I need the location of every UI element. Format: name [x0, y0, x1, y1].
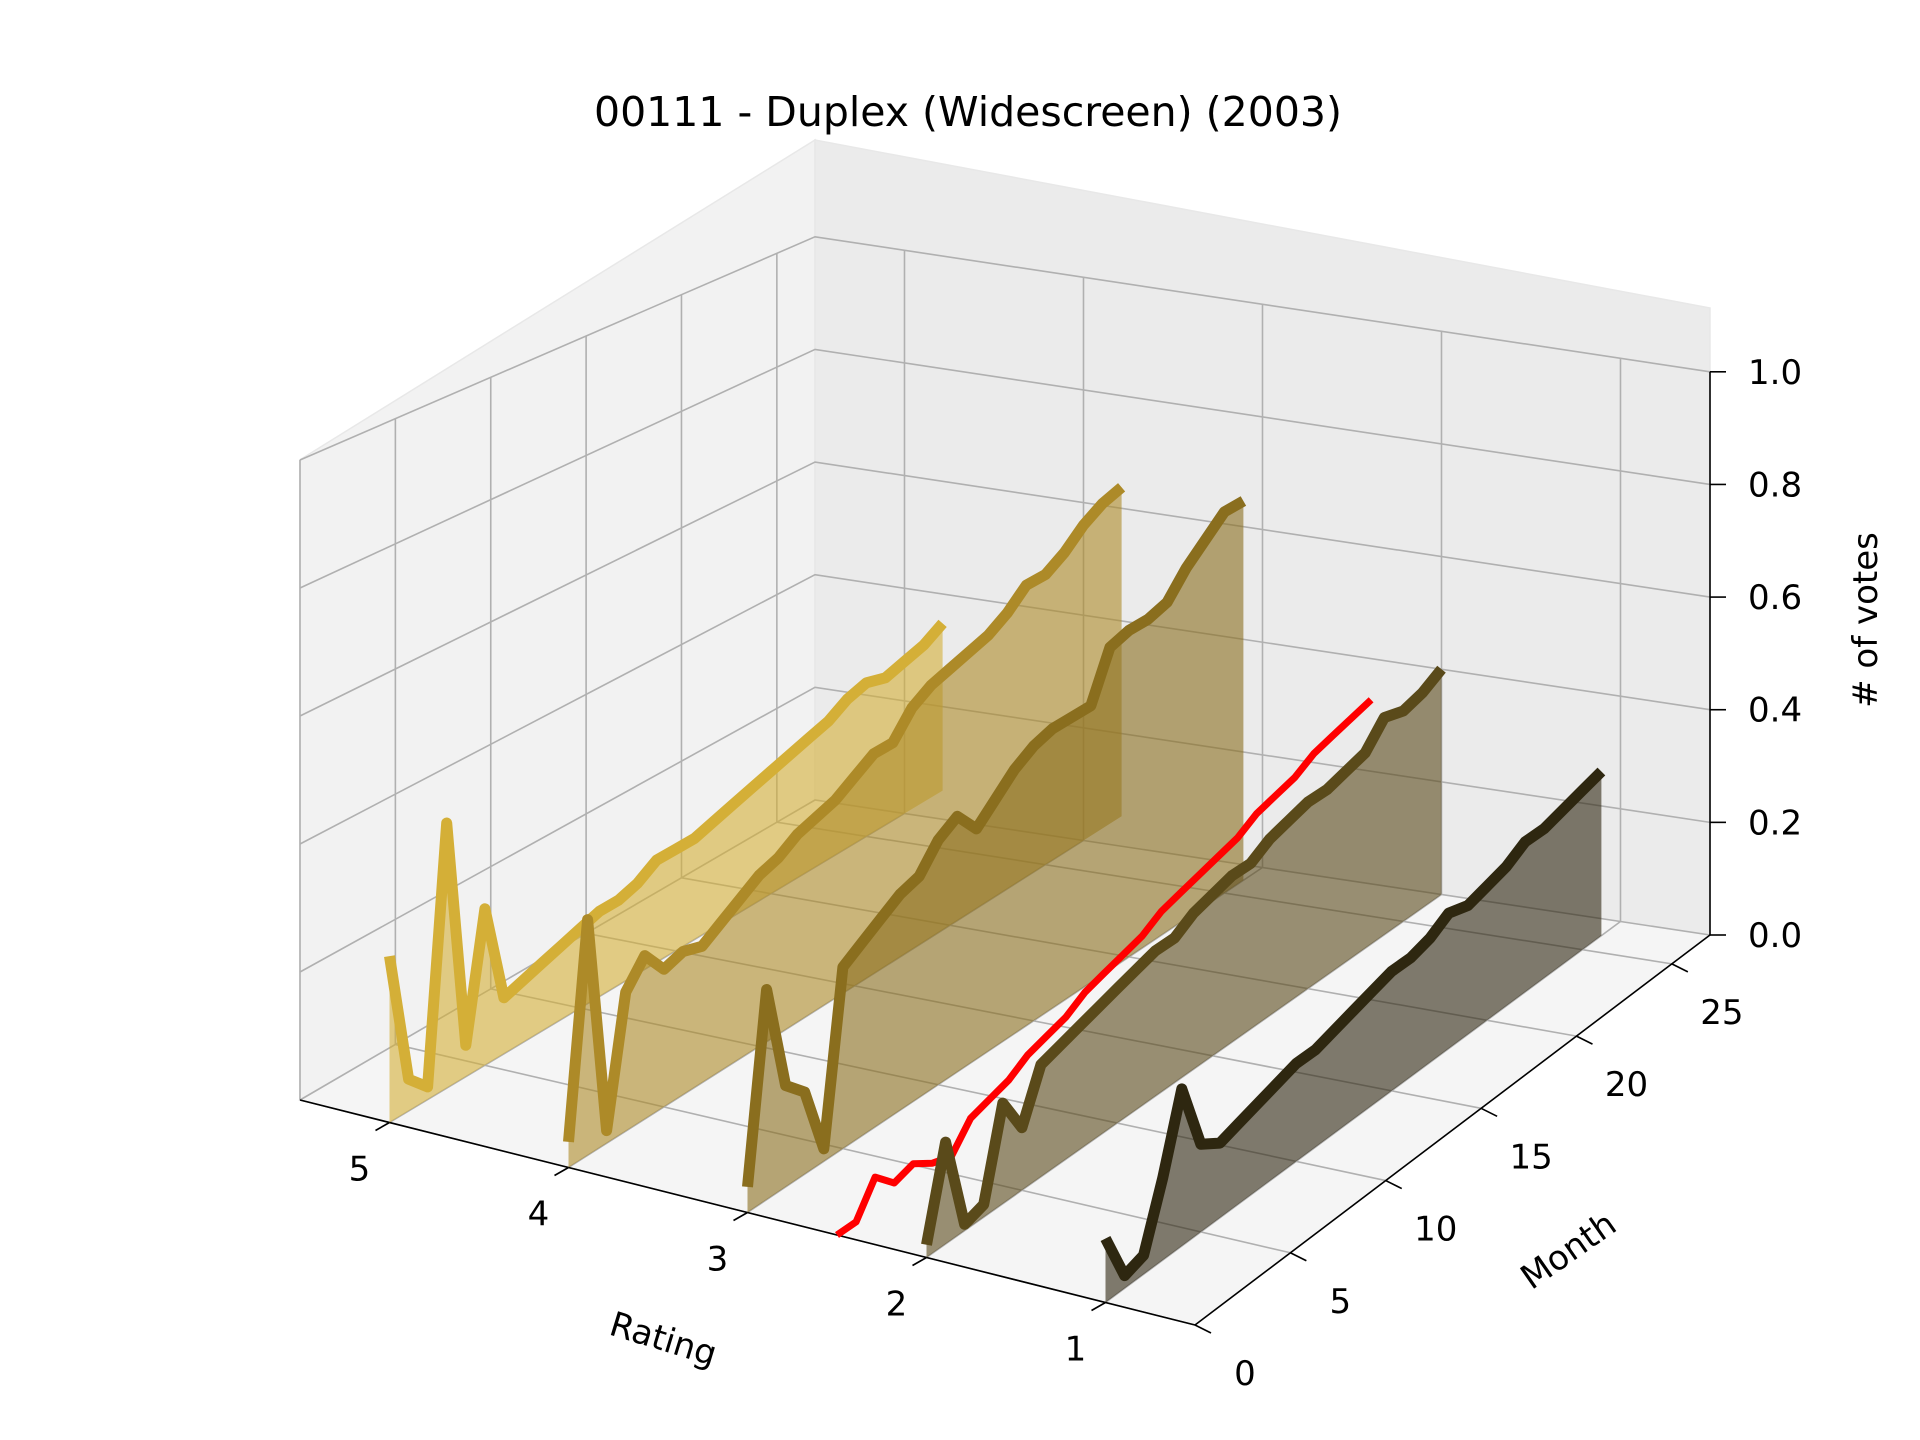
series-line-rating-1 [1100, 767, 1606, 1282]
y-tick-label-10: 10 [1414, 1210, 1457, 1250]
z-axis-label: # of votes [1846, 532, 1886, 708]
y-tick-5 [1290, 1252, 1307, 1262]
series-group [384, 483, 1606, 1303]
y-tick-25 [1671, 963, 1689, 973]
series-line-rating-3 [742, 496, 1247, 1188]
x-tick-label-5: 5 [349, 1150, 371, 1190]
y-tick-label-20: 20 [1605, 1065, 1648, 1105]
y-tick-0 [1194, 1324, 1212, 1334]
x-tick-label-4: 4 [528, 1195, 550, 1235]
x-tick-5 [375, 1121, 390, 1132]
z-tick-label-0.8: 0.8 [1748, 465, 1802, 505]
y-tick-15 [1480, 1107, 1498, 1118]
y-axis-line [1194, 934, 1711, 1326]
y-tick-10 [1385, 1179, 1403, 1190]
y-tick-label-15: 15 [1509, 1137, 1552, 1177]
chart-title: 00111 - Duplex (Widescreen) (2003) [594, 88, 1342, 136]
z-tick-label-0.4: 0.4 [1748, 691, 1802, 731]
x-tick-label-2: 2 [886, 1285, 908, 1325]
series-line-rating-2.5 [835, 697, 1374, 1238]
series-fill-rating-3 [747, 501, 1244, 1213]
grid-line-z-2 [299, 573, 1711, 845]
z-tick-label-0.0: 0.0 [1748, 916, 1802, 956]
series-fill-rating-4 [568, 487, 1122, 1168]
z-tick-label-0.6: 0.6 [1748, 578, 1802, 618]
grid-line-rating-1 [1105, 920, 1621, 1304]
grid-line-z-5 [299, 235, 1711, 461]
x-tick-3 [733, 1211, 748, 1222]
y-tick-label-5: 5 [1330, 1282, 1352, 1322]
y-axis-label: Month [1514, 1204, 1624, 1298]
x-tick-label-3: 3 [707, 1240, 729, 1280]
series-line-rating-5 [384, 619, 947, 1093]
series-fill-rating-1 [1105, 771, 1602, 1303]
y-tick-label-0: 0 [1234, 1354, 1256, 1394]
z-tick-label-0.2: 0.2 [1748, 803, 1802, 843]
y-tick-20 [1576, 1035, 1593, 1045]
y-tick-label-25: 25 [1700, 993, 1743, 1033]
grid-line-z-4 [299, 348, 1711, 589]
x-tick-label-1: 1 [1065, 1330, 1087, 1370]
x-tick-1 [1091, 1301, 1106, 1312]
series-line-rating-2 [921, 665, 1446, 1246]
x-axis-label: Rating [605, 1304, 722, 1374]
z-tick-label-1.0: 1.0 [1748, 353, 1802, 393]
grid-line-z-3 [299, 461, 1711, 717]
x-tick-2 [912, 1256, 927, 1267]
series-line-rating-4 [563, 483, 1126, 1143]
series-fill-rating-2 [926, 669, 1442, 1258]
x-tick-4 [554, 1166, 569, 1177]
